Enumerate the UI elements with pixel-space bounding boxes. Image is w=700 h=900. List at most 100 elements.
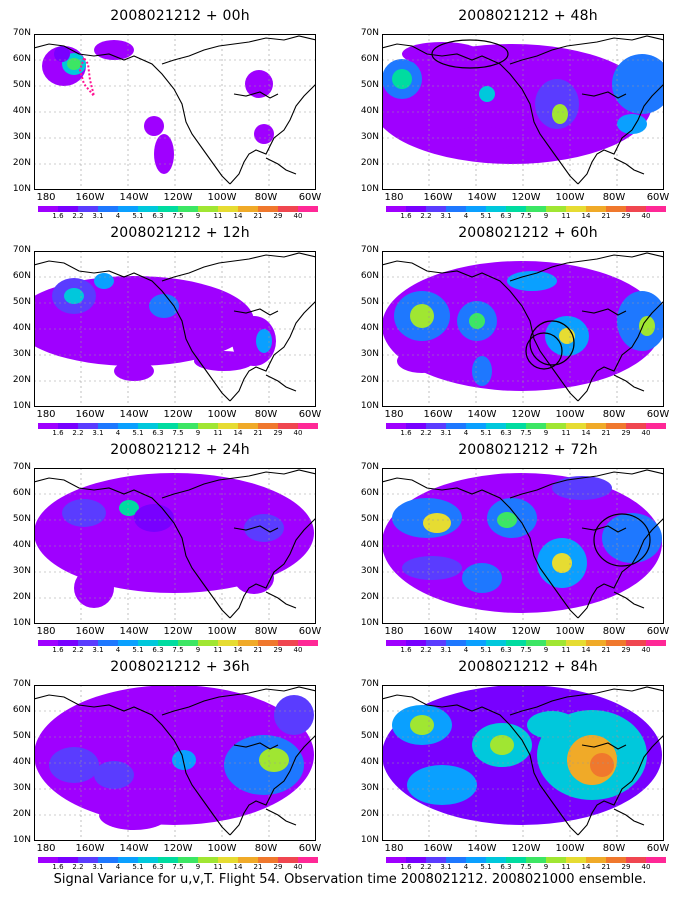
map-frame <box>34 251 316 407</box>
target-region-circle <box>431 39 509 69</box>
colorbar-label: 5.1 <box>132 863 144 871</box>
colorbar-swatch <box>426 857 446 863</box>
lon-label: 140W <box>467 409 497 420</box>
colorbar-swatch <box>258 640 278 646</box>
colorbar-swatch <box>586 423 606 429</box>
lat-label: 40N <box>12 106 31 116</box>
colorbar-swatch <box>566 857 586 863</box>
colorbar-label: 5.1 <box>132 429 144 437</box>
colorbar-swatch <box>446 206 466 212</box>
colorbar-swatch <box>38 857 58 863</box>
colorbar-swatch <box>406 423 426 429</box>
colorbar-swatch <box>98 423 118 429</box>
map-frame <box>34 34 316 190</box>
colorbar-label: 29 <box>273 429 283 437</box>
colorbar-label: 40 <box>641 646 651 654</box>
colorbar-swatch <box>506 640 526 646</box>
colorbar-swatch <box>298 857 318 863</box>
target-region-circle <box>529 320 575 366</box>
colorbar-label: 21 <box>253 429 263 437</box>
variance-contour-region <box>527 711 577 739</box>
lon-label: 100W <box>207 409 237 420</box>
lat-label: 10N <box>12 618 31 628</box>
colorbar-swatch <box>238 857 258 863</box>
colorbar-label: 21 <box>601 212 611 220</box>
lon-label: 80W <box>602 192 626 203</box>
colorbar-swatch <box>646 857 666 863</box>
colorbar-label: 9 <box>195 646 201 654</box>
variance-contour-region <box>552 476 612 500</box>
colorbar-swatch <box>386 640 406 646</box>
colorbar-label: 7.5 <box>172 212 184 220</box>
coastline <box>577 517 664 619</box>
colorbar-swatch <box>58 423 78 429</box>
colorbar-label: 9 <box>543 646 549 654</box>
colorbar-swatch <box>546 640 566 646</box>
map-panel-72h: 2008021212 + 72h 70N 60N 50N 40N 30N 20N 10N 180… <box>358 442 698 657</box>
variance-map <box>34 468 316 624</box>
colorbar-label: 3.1 <box>440 429 452 437</box>
colorbar-swatch <box>278 423 298 429</box>
map-panel-00h: 2008021212 + 00h 70N 60N 50N 40N 30N 20N 10N 180… <box>10 8 350 223</box>
colorbar-swatch <box>58 857 78 863</box>
colorbar-label: 7.5 <box>520 863 532 871</box>
colorbar-label: 7.5 <box>520 212 532 220</box>
lat-label: 70N <box>360 28 379 38</box>
variance-contour-region <box>114 361 154 381</box>
variance-map <box>34 251 316 407</box>
variance-map <box>34 34 316 190</box>
coastline <box>233 91 279 99</box>
colorbar-swatch <box>426 206 446 212</box>
colorbar-swatch <box>118 206 138 212</box>
lat-label: 10N <box>12 835 31 845</box>
coastline <box>581 91 627 99</box>
colorbar-label: 4 <box>115 863 121 871</box>
lat-label: 50N <box>12 80 31 90</box>
colorbar-label: 5.1 <box>480 863 492 871</box>
lat-label: 70N <box>360 679 379 689</box>
map-frame <box>34 468 316 624</box>
colorbar-label: 11 <box>213 863 223 871</box>
coastline <box>509 469 664 499</box>
colorbar-label: 14 <box>233 863 243 871</box>
colorbar-label: 2.2 <box>72 863 84 871</box>
coastline <box>265 157 297 175</box>
colorbar-swatch <box>258 423 278 429</box>
colorbar-label: 6.3 <box>152 863 164 871</box>
lon-label: 120W <box>511 192 541 203</box>
colorbar-label: 4 <box>115 429 121 437</box>
colorbar-swatch <box>486 423 506 429</box>
lon-label: 180 <box>36 626 56 637</box>
colorbar-swatch <box>566 423 586 429</box>
variance-contour-region <box>469 313 485 329</box>
lat-label: 60N <box>12 488 31 498</box>
variance-contour-region <box>472 356 492 386</box>
lon-label: 120W <box>511 626 541 637</box>
colorbar-swatch <box>526 423 546 429</box>
coastline <box>233 742 279 750</box>
map-frame <box>34 685 316 841</box>
variance-contour-region <box>507 271 557 291</box>
colorbar-label: 1.6 <box>52 646 64 654</box>
lat-label: 60N <box>12 54 31 64</box>
lat-label: 60N <box>360 271 379 281</box>
colorbar-label: 40 <box>293 646 303 654</box>
colorbar-swatch <box>546 206 566 212</box>
lat-label: 10N <box>360 835 379 845</box>
lon-label: 180 <box>384 626 404 637</box>
coastline <box>34 477 231 619</box>
colorbar-swatch <box>406 857 426 863</box>
panel-title: 2008021212 + 60h <box>458 225 598 241</box>
lon-label: 100W <box>207 843 237 854</box>
lat-label: 40N <box>360 106 379 116</box>
colorbar-swatch <box>566 640 586 646</box>
variance-contour-region <box>612 54 664 114</box>
colorbar-swatch <box>506 423 526 429</box>
lat-label: 50N <box>360 731 379 741</box>
variance-contour-region <box>535 79 579 129</box>
colorbar-swatch <box>626 857 646 863</box>
lat-label: 20N <box>12 158 31 168</box>
colorbar-swatch <box>198 423 218 429</box>
colorbar-label: 40 <box>293 212 303 220</box>
colorbar-swatch <box>606 640 626 646</box>
